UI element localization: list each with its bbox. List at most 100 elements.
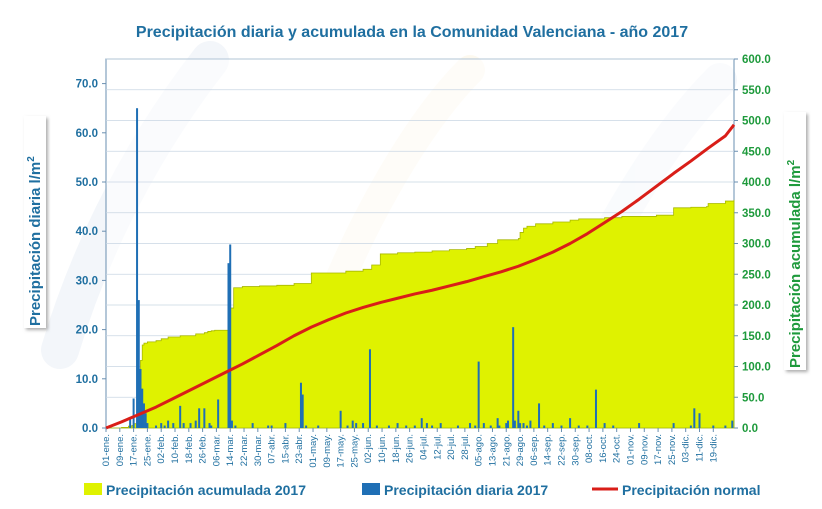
right-tick-label: 300.0	[742, 239, 771, 251]
daily-bar	[136, 108, 139, 428]
x-tick-label: 05-ago.	[474, 434, 485, 466]
daily-bar	[339, 410, 342, 428]
daily-bar	[251, 423, 254, 428]
daily-bar	[362, 423, 365, 428]
x-tick-label: 19-dic.	[708, 434, 719, 463]
right-tick-label: 50.0	[742, 392, 764, 404]
daily-bar	[299, 382, 302, 428]
daily-bar	[160, 423, 163, 428]
legend-label-accumulated: Precipitación acumulada 2017	[106, 482, 306, 498]
left-axis-ticks: 0.0 10.0 20.0 30.0 40.0 50.0 60.0 70.0	[76, 79, 106, 435]
x-tick-label: 28-jul.	[460, 434, 471, 460]
daily-bar	[603, 423, 606, 428]
svg-text:Precipitación diaria l/m2: Precipitación diaria l/m2	[26, 156, 44, 326]
daily-bar	[368, 349, 371, 428]
x-tick-label: 25-nov.	[667, 434, 678, 465]
daily-bar	[525, 425, 528, 428]
daily-bar	[506, 420, 509, 428]
daily-bar	[146, 423, 149, 428]
x-tick-label: 01-may.	[308, 434, 319, 468]
chart-title: Precipitación diaria y acumulada en la C…	[136, 24, 688, 41]
daily-bar	[139, 368, 142, 428]
daily-bar	[172, 423, 175, 428]
daily-bar	[142, 403, 145, 428]
right-tick-label: 450.0	[742, 146, 771, 158]
daily-bar	[355, 423, 358, 428]
x-tick-label: 20-jul.	[446, 434, 457, 460]
left-tick-label: 50.0	[76, 177, 98, 189]
right-tick-label: 0.0	[742, 423, 758, 435]
daily-bar	[638, 423, 641, 428]
x-tick-label: 10-feb.	[170, 434, 181, 464]
x-tick-label: 24-oct.	[612, 434, 623, 463]
daily-bar	[167, 420, 170, 428]
right-tick-label: 600.0	[742, 54, 771, 66]
right-axis-label-superscript: 2	[786, 159, 797, 165]
daily-bar	[698, 413, 701, 428]
left-axis-label-text: Precipitación diaria l/m	[27, 162, 44, 326]
daily-bar	[317, 425, 320, 428]
x-tick-label: 01-nov.	[625, 434, 636, 465]
x-tick-label: 17-nov.	[653, 434, 664, 465]
daily-bar	[182, 423, 185, 428]
daily-bar	[519, 423, 522, 428]
daily-bar	[137, 300, 140, 428]
x-tick-label: 06-mar.	[211, 434, 222, 466]
x-tick-label: 02-feb.	[156, 434, 167, 464]
x-tick-label: 18-feb.	[184, 434, 195, 464]
right-tick-label: 400.0	[742, 177, 771, 189]
daily-bar	[301, 394, 304, 428]
daily-bar	[672, 423, 675, 428]
daily-bar	[505, 423, 508, 428]
x-tick-label: 25-may.	[349, 434, 360, 468]
daily-bar	[179, 405, 182, 428]
x-axis-ticks: 01-ene. 09-ene. 17-ene. 25-ene. 02-feb. 10-fe…	[101, 428, 719, 468]
daily-bar	[456, 425, 459, 428]
x-tick-label: 25-ene.	[142, 434, 153, 466]
daily-bar	[144, 413, 147, 428]
daily-bar	[375, 425, 378, 428]
daily-bar	[163, 425, 166, 428]
x-tick-label: 18-jun.	[391, 434, 402, 463]
daily-bar	[569, 418, 572, 428]
left-axis-label-superscript: 2	[26, 156, 37, 162]
svg-text:Precipitación acumulada l/m2: Precipitación acumulada l/m2	[786, 159, 804, 368]
daily-bar	[431, 425, 434, 428]
x-tick-label: 16-oct.	[598, 434, 609, 463]
left-tick-label: 40.0	[76, 226, 98, 238]
daily-bar	[612, 425, 615, 428]
x-tick-label: 17-ene.	[129, 434, 140, 466]
x-tick-label: 07-abr.	[267, 434, 278, 464]
left-tick-label: 60.0	[76, 128, 98, 140]
x-tick-label: 14-sep.	[543, 434, 554, 466]
x-tick-label: 08-oct.	[584, 434, 595, 463]
accumulated-area-shape	[106, 199, 735, 429]
daily-bar	[194, 420, 197, 428]
daily-bars	[129, 108, 734, 428]
daily-bar	[420, 418, 423, 428]
daily-bar	[234, 425, 237, 428]
daily-bar	[489, 425, 492, 428]
daily-bar	[208, 423, 211, 428]
left-tick-label: 20.0	[76, 325, 98, 337]
left-tick-label: 0.0	[82, 423, 98, 435]
daily-bar	[203, 408, 206, 428]
x-tick-label: 01-ene.	[101, 434, 112, 466]
left-tick-label: 10.0	[76, 374, 98, 386]
legend: Precipitación acumulada 2017 Precipitaci…	[84, 482, 760, 498]
legend-swatch-daily	[362, 483, 380, 495]
daily-bar	[731, 420, 734, 428]
x-tick-label: 23-abr.	[294, 434, 305, 464]
right-tick-label: 550.0	[742, 85, 771, 97]
daily-bar	[498, 425, 501, 428]
left-tick-label: 30.0	[76, 275, 98, 287]
right-tick-label: 350.0	[742, 208, 771, 220]
daily-bar	[529, 420, 532, 428]
daily-bar	[513, 420, 516, 428]
x-tick-label: 22-mar.	[239, 434, 250, 466]
daily-bar	[496, 418, 499, 428]
x-tick-label: 13-ago.	[487, 434, 498, 466]
x-tick-label: 26-jun.	[405, 434, 416, 463]
daily-bar	[217, 399, 220, 428]
daily-bar	[477, 361, 480, 428]
